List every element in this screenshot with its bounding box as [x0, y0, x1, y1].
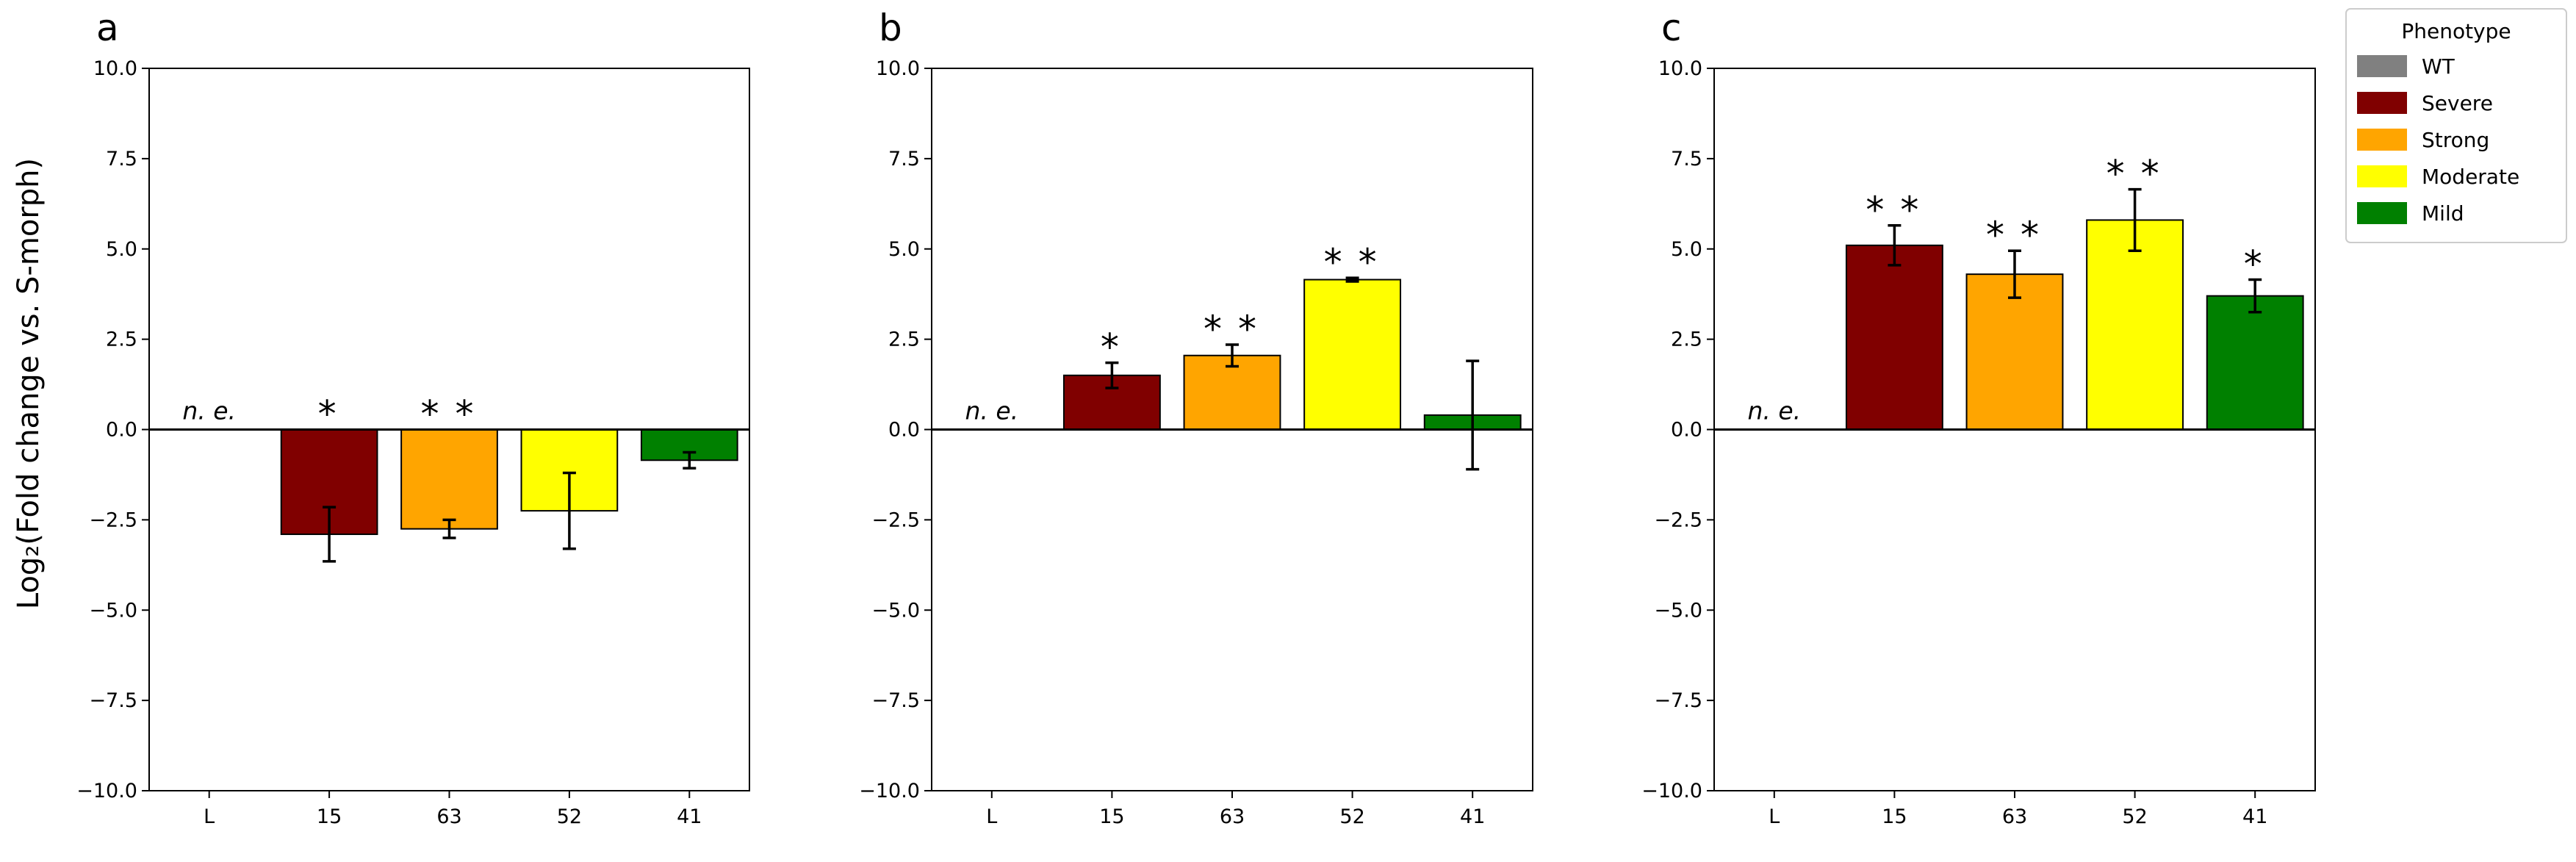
x-tick-label: 15: [317, 805, 342, 828]
x-tick-label: 63: [1220, 805, 1245, 828]
y-tick-label: −2.5: [1654, 509, 1702, 531]
legend-swatch: [2357, 165, 2407, 187]
panel-b: b −10.0 −7.5 −5.0 −2.5 0.0 2.5 5.0 7.5 10.0 n. e. L…: [859, 7, 1533, 828]
significance-label: * *: [1204, 308, 1261, 351]
bar: [400, 428, 498, 530]
legend-label: Strong: [2422, 128, 2489, 152]
legend-label: WT: [2422, 54, 2456, 79]
y-tick-label: 10.0: [1658, 57, 1702, 80]
bar: [1965, 273, 2064, 431]
y-tick-label: −5.0: [1654, 599, 1702, 622]
legend-swatch: [2357, 129, 2407, 151]
panel-c: c −10.0 −7.5 −5.0 −2.5 0.0 2.5 5.0 7.5 10.0 n. e. L…: [1641, 7, 2316, 828]
bar: [1845, 244, 1943, 431]
not-expressed-label: n. e.: [965, 397, 1018, 425]
y-tick-label: −5.0: [871, 599, 920, 622]
y-tick-label: 7.5: [888, 148, 920, 170]
x-tick-label: L: [204, 805, 215, 828]
x-tick-label: 52: [1339, 805, 1364, 828]
significance-label: * *: [1866, 189, 1923, 231]
not-expressed-label: n. e.: [182, 397, 236, 425]
x-tick-label: 41: [1460, 805, 1485, 828]
panel-a: a −10.0 −7.5 −5.0 −2.5 0.0 2.5 5.0 7.5 10.0 n. e. L…: [76, 7, 750, 828]
y-tick-label: 5.0: [888, 238, 920, 261]
y-tick-label: 5.0: [1671, 238, 1702, 261]
bar: [2206, 295, 2304, 431]
legend-title: Phenotype: [2401, 19, 2511, 43]
significance-label: * *: [2107, 153, 2164, 195]
x-tick-label: 63: [2002, 805, 2027, 828]
legend-swatch: [2357, 55, 2407, 77]
legend-swatch: [2357, 92, 2407, 114]
significance-label: * *: [1324, 241, 1381, 284]
x-tick-label: 52: [557, 805, 582, 828]
legend-entries: WT Severe Strong Moderate Mild: [2357, 54, 2519, 226]
plot-frame: [148, 68, 750, 791]
x-tick-label: 63: [436, 805, 461, 828]
x-tick-label: 15: [1099, 805, 1124, 828]
y-tick-label: 2.5: [1671, 328, 1702, 351]
y-tick-label: 0.0: [888, 419, 920, 442]
y-tick-label: −7.5: [1654, 689, 1702, 712]
legend-label: Severe: [2422, 91, 2493, 115]
y-tick-label: −10.0: [859, 780, 920, 802]
y-axis-label: Log₂(Fold change vs. S-morph): [12, 158, 46, 609]
y-tick-label: 7.5: [106, 148, 137, 170]
legend-label: Mild: [2422, 201, 2464, 226]
significance-label: *: [1101, 326, 1123, 369]
x-tick-label: 15: [1882, 805, 1907, 828]
y-tick-label: −10.0: [1641, 780, 1702, 802]
y-tick-label: 2.5: [106, 328, 137, 351]
y-tick-label: 7.5: [1671, 148, 1702, 170]
y-tick-label: 10.0: [93, 57, 137, 80]
panel-label: a: [96, 7, 119, 49]
y-tick-label: −2.5: [89, 509, 137, 531]
x-tick-label: 52: [2122, 805, 2147, 828]
bar: [2086, 219, 2184, 431]
y-tick-label: 10.0: [876, 57, 920, 80]
bar: [1303, 279, 1402, 431]
x-tick-label: L: [986, 805, 997, 828]
x-tick-label: 41: [2242, 805, 2267, 828]
x-tick-label: 41: [677, 805, 702, 828]
not-expressed-label: n. e.: [1747, 397, 1801, 425]
bar: [1183, 354, 1281, 431]
significance-label: *: [318, 393, 341, 436]
y-tick-label: 0.0: [1671, 419, 1702, 442]
legend-label: Moderate: [2422, 165, 2519, 189]
panel-label: b: [879, 7, 902, 49]
significance-label: *: [2244, 243, 2267, 286]
legend: Phenotype WT Severe Strong Moderate Mild: [2345, 8, 2567, 243]
panels: a −10.0 −7.5 −5.0 −2.5 0.0 2.5 5.0 7.5 10.0 n. e. L…: [76, 7, 2316, 828]
y-tick-label: 5.0: [106, 238, 137, 261]
legend-swatch: [2357, 202, 2407, 224]
x-tick-label: L: [1769, 805, 1780, 828]
y-tick-label: −7.5: [871, 689, 920, 712]
y-tick-label: 0.0: [106, 419, 137, 442]
y-tick-label: −5.0: [89, 599, 137, 622]
y-tick-label: −2.5: [871, 509, 920, 531]
y-tick-label: −10.0: [76, 780, 137, 802]
plot-frame: [931, 68, 1533, 791]
y-tick-label: 2.5: [888, 328, 920, 351]
panel-label: c: [1661, 7, 1682, 49]
significance-label: * *: [1986, 214, 2043, 256]
significance-label: * *: [421, 393, 478, 436]
plot-frame: [1713, 68, 2316, 791]
y-tick-label: −7.5: [89, 689, 137, 712]
